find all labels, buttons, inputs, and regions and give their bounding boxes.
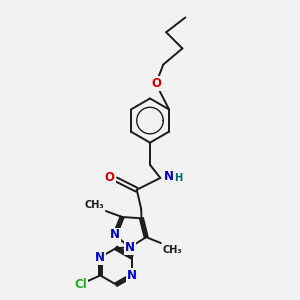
Text: H: H: [174, 173, 183, 183]
Text: Cl: Cl: [74, 278, 87, 291]
Text: N: N: [127, 269, 137, 282]
Text: CH₃: CH₃: [162, 244, 182, 254]
Text: N: N: [95, 251, 105, 264]
Text: N: N: [125, 241, 135, 254]
Text: N: N: [164, 170, 174, 183]
Text: N: N: [110, 229, 120, 242]
Text: O: O: [105, 172, 115, 184]
Text: CH₃: CH₃: [85, 200, 104, 210]
Text: O: O: [151, 77, 161, 90]
